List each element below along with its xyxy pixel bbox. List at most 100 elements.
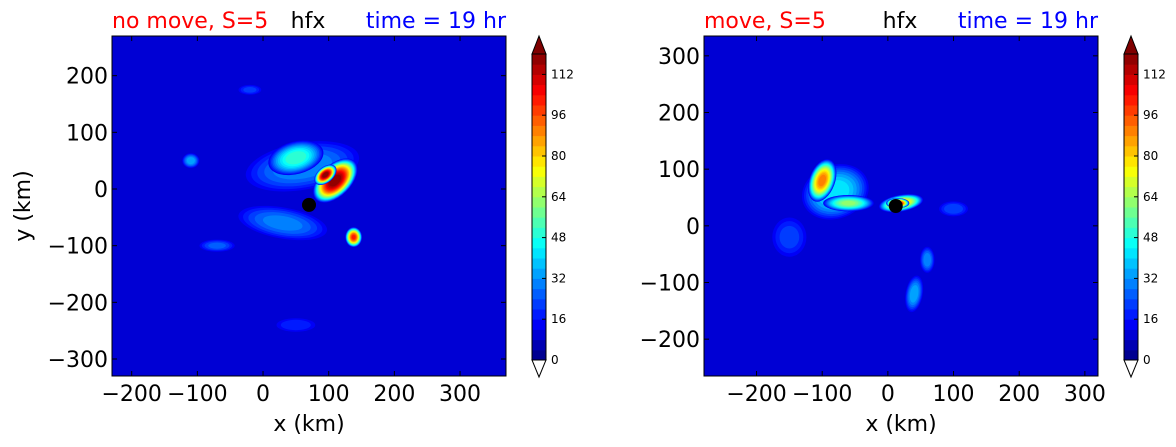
x-tick-label: −100 — [792, 382, 852, 407]
colorbar-tick-label: 16 — [551, 312, 566, 326]
colorbar-band — [532, 309, 546, 320]
x-tick-label: 100 — [933, 382, 975, 407]
colorbar-tick-label: 32 — [1143, 271, 1158, 285]
colorbar-band — [1124, 156, 1138, 167]
x-axis-label: x (km) — [865, 412, 936, 437]
contour-level — [285, 151, 307, 165]
colorbar-band — [532, 135, 546, 147]
colorbar-tick-label: 0 — [551, 353, 559, 367]
contour-level — [841, 200, 856, 206]
colorbar-band — [1124, 74, 1138, 86]
contour-level — [331, 176, 340, 185]
contour-level — [909, 285, 919, 303]
storm-center-marker — [302, 197, 316, 212]
colorbar-tick-label: 112 — [551, 67, 574, 81]
colorbar-band — [1124, 319, 1138, 330]
colorbar-band — [1124, 237, 1138, 249]
panel-title-left: move, S=5 — [704, 9, 826, 34]
colorbar-extend-min — [1123, 359, 1139, 379]
x-ticks: −200 −100 0 100 200 300 — [726, 36, 1106, 407]
field-feature — [772, 217, 807, 257]
colorbar-tick-label: 112 — [1143, 67, 1166, 81]
contour-level — [351, 235, 356, 240]
y-tick-label: 200 — [66, 65, 108, 90]
x-tick-label: 300 — [1064, 382, 1106, 407]
panel-title-right: time = 19 hr — [366, 9, 507, 34]
colorbar-band — [532, 186, 546, 198]
colorbar-band — [532, 145, 546, 157]
contour-level — [923, 253, 932, 267]
colorbar-band — [1124, 309, 1138, 320]
colorbar-band — [1124, 196, 1138, 208]
colorbar-band — [532, 217, 546, 228]
colorbar-tick-label: 48 — [551, 231, 566, 245]
x-tick-label: 300 — [439, 382, 481, 407]
colorbar-band — [532, 319, 546, 330]
colorbar-band — [532, 115, 546, 126]
colorbar-band — [1124, 278, 1138, 290]
colorbar-band — [532, 125, 546, 137]
field-feature — [276, 318, 316, 332]
x-tick-label: −200 — [726, 382, 786, 407]
colorbar-band — [1124, 54, 1138, 65]
colorbar-band — [1124, 94, 1138, 106]
colorbar-tick-label: 80 — [1143, 149, 1158, 163]
field-feature — [238, 84, 262, 95]
x-tick-label: 200 — [373, 382, 415, 407]
colorbar-band — [1124, 349, 1138, 361]
colorbar-band — [1124, 115, 1138, 126]
colorbar-band — [1124, 166, 1138, 177]
contour-level — [323, 172, 328, 177]
colorbar-band — [1124, 186, 1138, 198]
colorbar-band — [532, 74, 546, 86]
colorbar-band — [532, 258, 546, 269]
heatmap-field — [112, 36, 506, 376]
colorbar-band — [532, 156, 546, 167]
x-ticks: −200 −100 0 100 200 300 — [101, 36, 481, 407]
colorbar-band — [532, 227, 546, 239]
field-feature — [268, 140, 324, 176]
colorbar-band — [1124, 227, 1138, 239]
colorbar-band — [532, 329, 546, 341]
colorbar-band — [1124, 298, 1138, 310]
colorbar-band — [1124, 339, 1138, 351]
field-feature — [905, 275, 924, 313]
colorbar-band — [1124, 268, 1138, 279]
colorbar-band — [532, 196, 546, 208]
panel-no-move: no move, S=5 hfx time = 19 hr −200 −100 0 1… — [11, 9, 574, 437]
field-feature — [314, 164, 337, 186]
colorbar-band — [1124, 135, 1138, 147]
contour-level — [779, 225, 800, 249]
x-tick-label: −200 — [101, 382, 161, 407]
colorbar-band — [532, 288, 546, 300]
contour-level — [262, 215, 303, 231]
colorbar-frame — [531, 53, 547, 361]
colorbar-band — [532, 54, 546, 65]
colorbar-tick-label: 96 — [1143, 108, 1158, 122]
y-tick-label: 200 — [658, 102, 700, 127]
field-feature — [313, 158, 358, 203]
contour-level — [818, 174, 827, 187]
panel-move: move, S=5 hfx time = 19 hr −200 −100 0 100 2… — [640, 9, 1166, 437]
x-tick-label: 0 — [881, 382, 895, 407]
contour-level — [243, 87, 257, 93]
colorbar-band — [532, 237, 546, 249]
y-tick-label: 100 — [658, 158, 700, 183]
x-tick-label: 100 — [308, 382, 350, 407]
contour-level — [186, 157, 195, 165]
colorbar-tick-label: 0 — [1143, 353, 1151, 367]
x-tick-label: −100 — [167, 382, 227, 407]
y-tick-label: 0 — [94, 178, 108, 203]
colorbar-band — [1124, 125, 1138, 137]
x-tick-label: 200 — [998, 382, 1040, 407]
colorbar-band — [1124, 288, 1138, 300]
panel-title-right: time = 19 hr — [958, 9, 1099, 34]
y-tick-label: −100 — [640, 272, 700, 297]
colorbar-band — [532, 349, 546, 361]
colorbar-band — [532, 84, 546, 96]
y-tick-label: 300 — [658, 45, 700, 70]
colorbar-tick-label: 16 — [1143, 312, 1158, 326]
panel-title-center: hfx — [291, 9, 326, 34]
colorbar-band — [1124, 145, 1138, 157]
